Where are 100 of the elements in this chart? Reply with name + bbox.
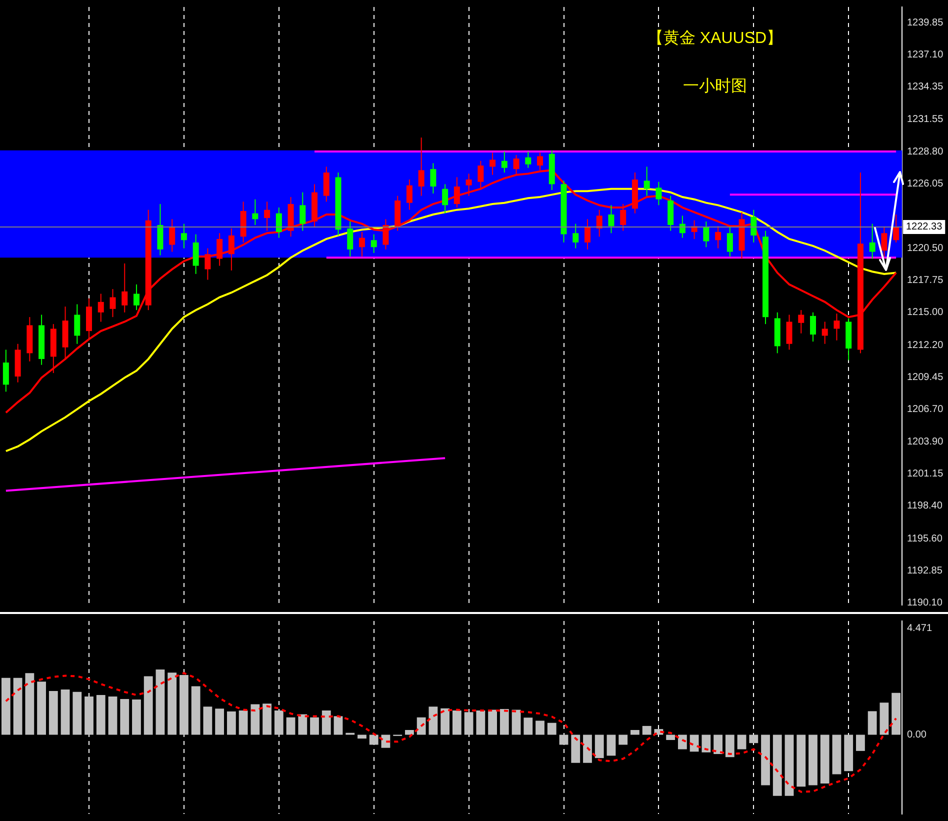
bar (772, 734, 782, 796)
bar (298, 714, 308, 735)
bar (215, 708, 224, 735)
candlestick (656, 181, 662, 206)
y-tick-label: 1206.70 (907, 404, 944, 415)
bar (226, 711, 236, 735)
bar (559, 734, 568, 745)
candlestick (786, 314, 792, 350)
bar (464, 712, 474, 735)
bar (1, 678, 10, 735)
y-tick-label: 1237.10 (907, 50, 944, 61)
y-tick-label: 0.00 (907, 730, 927, 741)
bar (440, 708, 450, 735)
bar (238, 710, 248, 735)
candlestick (726, 226, 733, 257)
ref-line-label: 1222.33 (906, 222, 943, 233)
bar (60, 690, 70, 735)
bar (428, 706, 438, 735)
line-series (4, 672, 898, 793)
candlestick (572, 223, 579, 249)
bar (96, 695, 106, 735)
candlestick (430, 162, 436, 194)
bar (132, 700, 141, 735)
bar (844, 734, 854, 772)
candlestick (180, 223, 187, 249)
bar (416, 717, 426, 735)
y-tick-label: 1190.10 (907, 597, 943, 608)
candlestick (810, 312, 816, 342)
bar (144, 676, 153, 735)
bar (322, 710, 331, 735)
bar (512, 710, 521, 735)
candlestick (192, 234, 199, 274)
bar (832, 734, 842, 774)
bar (37, 682, 46, 735)
candlestick (834, 313, 840, 341)
candlestick (406, 179, 412, 210)
bar (702, 734, 711, 752)
candlestick (347, 220, 354, 257)
bar (48, 690, 58, 735)
bar (72, 692, 82, 735)
candlestick (169, 218, 176, 252)
bar (583, 734, 592, 763)
candlestick (703, 220, 710, 248)
bar (168, 672, 177, 735)
bar (13, 678, 22, 735)
candlestick (442, 184, 448, 214)
candlestick (382, 218, 389, 250)
candlestick (216, 232, 223, 266)
y-tick-label: 1215.00 (907, 307, 944, 318)
y-tick-label: 1209.45 (907, 372, 944, 383)
y-tick-label: 1234.35 (907, 82, 944, 93)
y-tick-label: 1192.85 (907, 565, 943, 576)
bar (808, 734, 818, 786)
bar (310, 717, 319, 735)
candlestick (596, 209, 602, 238)
bar (524, 718, 533, 735)
bar (892, 692, 901, 735)
bar (571, 734, 580, 763)
bar (868, 711, 877, 735)
bar (262, 704, 272, 735)
y-tick-label: 4.471 (907, 623, 932, 634)
bar (180, 675, 188, 735)
candlestick (323, 166, 330, 202)
bar (358, 734, 366, 739)
candlestick (228, 228, 234, 271)
candlestick (893, 214, 900, 243)
bar (630, 730, 640, 735)
y-tick-label: 1220.50 (907, 243, 944, 254)
candlestick (300, 192, 306, 232)
bar (476, 710, 486, 735)
text: 一小时图 (682, 76, 748, 97)
candlestick (620, 204, 626, 232)
y-tick-label: 1217.75 (907, 275, 944, 286)
candlestick (525, 151, 532, 168)
candlestick (370, 234, 377, 254)
bar (796, 734, 806, 787)
candlestick (2, 349, 9, 392)
bar (191, 686, 200, 735)
bar (820, 734, 830, 784)
bar (488, 710, 497, 735)
candlestick (881, 226, 888, 257)
candlestick (264, 201, 270, 232)
bar (690, 734, 699, 752)
candlestick (869, 223, 876, 260)
bar (120, 699, 130, 735)
candlestick (418, 137, 424, 196)
candlestick (454, 176, 460, 208)
candlestick (644, 166, 650, 196)
bar (274, 710, 284, 735)
bar (452, 710, 462, 735)
bar (737, 734, 746, 750)
candlestick (608, 204, 614, 234)
candlestick (74, 304, 80, 344)
candlestick (750, 209, 757, 243)
bar (369, 734, 378, 745)
bar (666, 734, 676, 740)
candlestick (98, 293, 104, 322)
bar (250, 704, 260, 735)
y-tick-label: 1239.85 (907, 17, 944, 28)
y-tick-label: 1231.55 (907, 114, 944, 126)
